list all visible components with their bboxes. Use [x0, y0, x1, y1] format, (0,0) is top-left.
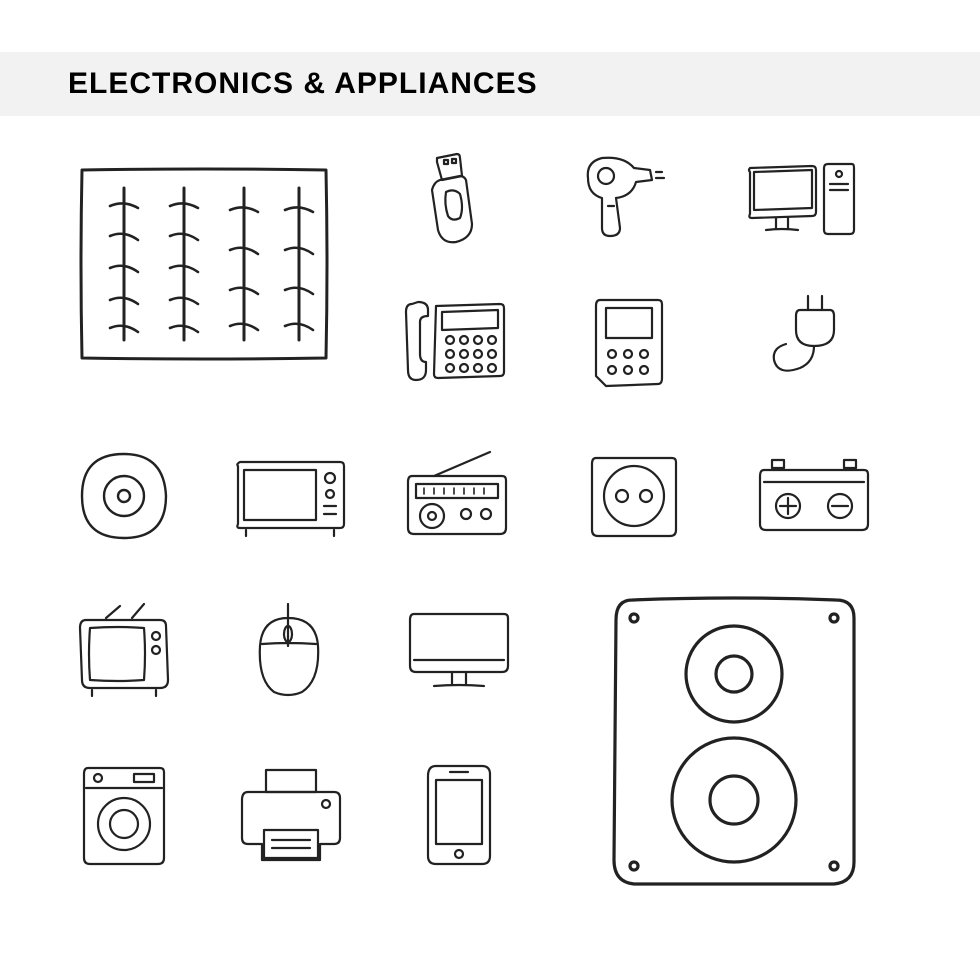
mp3-player-icon	[584, 290, 674, 390]
radio-icon	[402, 446, 512, 546]
disc-icon	[74, 446, 174, 546]
icon-grid	[64, 150, 916, 950]
computer-mouse-icon	[244, 600, 334, 700]
television-icon	[74, 600, 174, 700]
telephone-icon	[402, 290, 512, 390]
equalizer-icon	[74, 160, 334, 368]
car-battery-icon	[754, 446, 874, 546]
printer-icon	[236, 760, 346, 870]
speaker-icon	[604, 590, 864, 890]
monitor-icon	[404, 600, 514, 700]
title-bar: ELECTRONICS & APPLIANCES	[0, 52, 980, 116]
page-title: ELECTRONICS & APPLIANCES	[68, 67, 538, 101]
hairdryer-icon	[572, 150, 672, 250]
microwave-icon	[230, 446, 350, 546]
power-plug-icon	[754, 290, 854, 390]
usb-drive-icon	[402, 150, 502, 250]
washing-machine-icon	[74, 760, 174, 870]
power-socket-icon	[584, 446, 684, 546]
smartphone-icon	[414, 760, 504, 870]
computer-icon	[742, 150, 862, 250]
